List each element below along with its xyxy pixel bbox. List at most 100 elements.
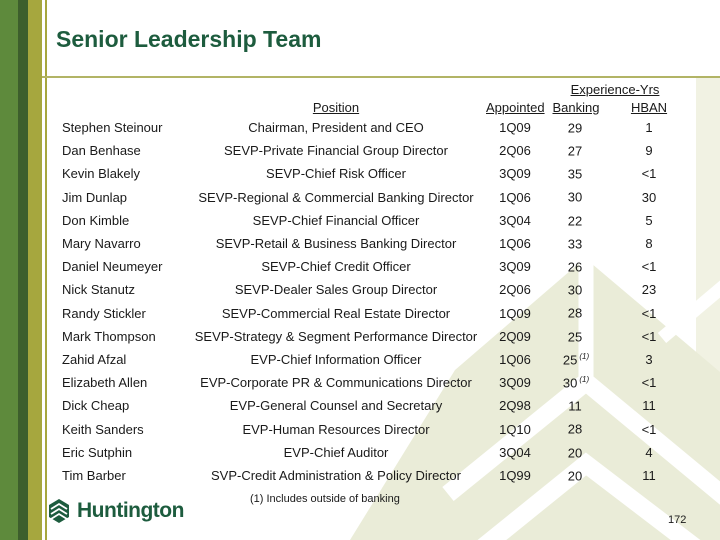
appointed-cell: 1Q99 xyxy=(499,467,531,483)
hban-cell: <1 xyxy=(641,259,657,275)
banking-cell: 26 xyxy=(567,259,583,275)
banking-column-header: Banking xyxy=(552,99,600,115)
table-row: Don Kimble SEVP-Chief Financial Officer … xyxy=(60,209,704,232)
table-row: Daniel Neumeyer SEVP-Chief Credit Office… xyxy=(60,255,704,278)
table-row: Mary Navarro SEVP-Retail & Business Bank… xyxy=(60,232,704,255)
banking-cell: 25 xyxy=(567,328,583,344)
position-cell: EVP-General Counsel and Secretary xyxy=(229,398,443,414)
hban-cell: 11 xyxy=(642,398,656,414)
name-cell: Mark Thompson xyxy=(62,328,156,344)
name-cell: Stephen Steinour xyxy=(62,120,163,136)
hban-cell: 4 xyxy=(645,444,653,460)
name-cell: Mary Navarro xyxy=(62,236,141,252)
appointed-cell: 3Q09 xyxy=(499,259,531,275)
huntington-logo: Huntington xyxy=(46,498,184,524)
footnote-text: (1) Includes outside of banking xyxy=(250,493,400,505)
left-bar-thin-line xyxy=(45,0,47,540)
name-cell: Zahid Afzal xyxy=(62,351,127,367)
table-body: Stephen Steinour Chairman, President and… xyxy=(60,116,704,487)
appointed-column-header: Appointed xyxy=(486,99,545,115)
left-bar-green xyxy=(0,0,18,540)
position-cell: EVP-Chief Auditor xyxy=(283,444,389,460)
appointed-cell: 1Q06 xyxy=(499,236,531,252)
table-row: Kevin Blakely SEVP-Chief Risk Officer 3Q… xyxy=(60,162,704,185)
banking-cell: 20 xyxy=(567,444,583,460)
appointed-cell: 1Q09 xyxy=(499,305,531,321)
position-cell: SEVP-Commercial Real Estate Director xyxy=(221,305,451,321)
table-row: Keith Sanders EVP-Human Resources Direct… xyxy=(60,417,704,440)
table-row: Elizabeth Allen EVP-Corporate PR & Commu… xyxy=(60,371,704,394)
position-cell: SEVP-Chief Risk Officer xyxy=(266,166,406,182)
appointed-cell: 1Q06 xyxy=(499,189,531,205)
hban-cell: 11 xyxy=(642,467,656,483)
experience-yrs-header: Experience-Yrs xyxy=(570,81,660,97)
table-row: Dick Cheap EVP-General Counsel and Secre… xyxy=(60,394,704,417)
left-bar-dark-green xyxy=(18,0,28,540)
appointed-cell: 3Q09 xyxy=(499,375,531,391)
hban-cell: <1 xyxy=(641,375,657,391)
hban-cell: 23 xyxy=(641,282,657,298)
hban-cell: 1 xyxy=(645,120,653,136)
position-cell: SEVP-Regional & Commercial Banking Direc… xyxy=(198,189,474,205)
table-row: Randy Stickler SEVP-Commercial Real Esta… xyxy=(60,302,704,325)
name-cell: Tim Barber xyxy=(62,467,126,483)
footnote-marker: (1) xyxy=(579,374,590,384)
table-row: Jim Dunlap SEVP-Regional & Commercial Ba… xyxy=(60,186,704,209)
appointed-cell: 3Q09 xyxy=(499,166,531,182)
name-cell: Eric Sutphin xyxy=(62,444,133,460)
position-cell: EVP-Human Resources Director xyxy=(242,421,430,437)
table-row: Mark Thompson SEVP-Strategy & Segment Pe… xyxy=(60,325,704,348)
huntington-logo-text: Huntington xyxy=(77,499,184,522)
name-cell: Daniel Neumeyer xyxy=(62,259,163,275)
banking-cell: 33 xyxy=(567,236,583,252)
banking-cell: 20 xyxy=(567,468,583,484)
hban-cell: 30 xyxy=(641,189,657,205)
appointed-cell: 1Q06 xyxy=(499,351,531,367)
appointed-cell: 2Q06 xyxy=(499,282,531,298)
banking-cell: 25 (1) xyxy=(562,351,590,368)
position-cell: SEVP-Chief Financial Officer xyxy=(252,212,420,228)
appointed-cell: 1Q09 xyxy=(499,120,531,136)
appointed-cell: 3Q04 xyxy=(499,444,531,460)
hban-cell: 5 xyxy=(645,212,653,228)
appointed-cell: 2Q98 xyxy=(499,398,531,414)
hban-column-header: HBAN xyxy=(630,99,668,115)
appointed-cell: 2Q09 xyxy=(499,328,531,344)
hban-cell: <1 xyxy=(641,421,657,437)
banking-cell: 29 xyxy=(567,120,583,136)
hban-cell: <1 xyxy=(641,166,657,182)
banking-cell: 28 xyxy=(567,305,583,321)
name-cell: Randy Stickler xyxy=(62,305,146,321)
footnote-marker: (1) xyxy=(579,351,590,361)
position-cell: SEVP-Retail & Business Banking Director xyxy=(215,236,457,252)
banking-cell: 11 xyxy=(568,398,582,414)
banking-cell: 30 xyxy=(567,282,583,298)
experience-header-row: Experience-Yrs xyxy=(60,80,704,98)
banking-cell: 30 xyxy=(567,189,583,205)
name-cell: Dick Cheap xyxy=(62,398,130,414)
title-divider xyxy=(42,76,720,78)
name-cell: Don Kimble xyxy=(62,212,130,228)
table-row: Tim Barber SVP-Credit Administration & P… xyxy=(60,464,704,487)
table-row: Zahid Afzal EVP-Chief Information Office… xyxy=(60,348,704,371)
appointed-cell: 3Q04 xyxy=(499,212,531,228)
position-cell: EVP-Chief Information Officer xyxy=(250,351,422,367)
appointed-cell: 1Q10 xyxy=(499,421,531,437)
banking-cell: 22 xyxy=(567,213,583,228)
banking-cell: 28 xyxy=(567,421,583,437)
position-cell: SEVP-Dealer Sales Group Director xyxy=(234,282,438,298)
left-bar-olive xyxy=(28,0,42,540)
position-cell: SEVP-Chief Credit Officer xyxy=(261,259,411,275)
position-cell: SEVP-Private Financial Group Director xyxy=(224,143,448,159)
hban-cell: 8 xyxy=(645,236,653,252)
table-row: Eric Sutphin EVP-Chief Auditor 3Q04 20 4 xyxy=(60,441,704,464)
page-number: 172 xyxy=(668,514,687,526)
position-column-header: Position xyxy=(312,99,360,115)
hban-cell: <1 xyxy=(641,305,657,321)
name-cell: Dan Benhase xyxy=(62,143,141,159)
name-cell: Jim Dunlap xyxy=(62,189,128,205)
table-row: Stephen Steinour Chairman, President and… xyxy=(60,116,704,139)
position-cell: SVP-Credit Administration & Policy Direc… xyxy=(211,467,461,483)
appointed-cell: 2Q06 xyxy=(499,143,531,159)
banking-cell: 35 xyxy=(567,166,583,182)
